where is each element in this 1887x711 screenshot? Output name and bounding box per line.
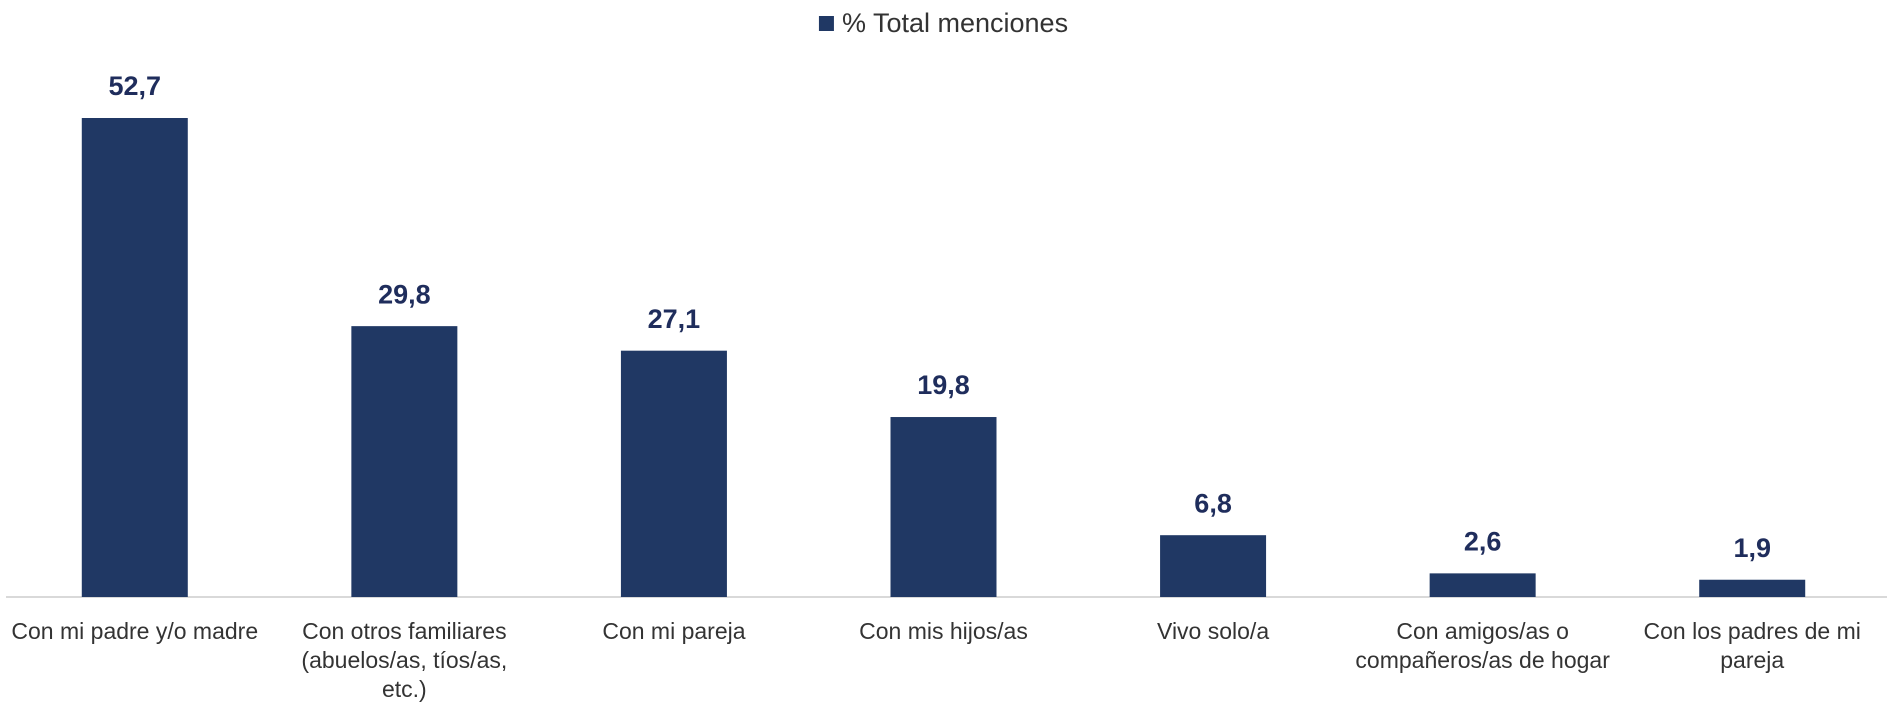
legend-swatch [818, 16, 834, 31]
x-tick-label: Con amigos/as o compañeros/as de hogar [1355, 618, 1610, 673]
x-tick-label: Vivo solo/a [1157, 618, 1269, 644]
bar [1699, 579, 1806, 597]
data-label: 1,9 [1733, 533, 1771, 563]
data-label: 19,8 [917, 370, 970, 400]
bar [351, 326, 458, 597]
x-tick-label: Con mi pareja [602, 618, 745, 644]
bar [1160, 535, 1267, 597]
data-label: 2,6 [1464, 526, 1502, 556]
x-tick-label: Con los padres de mi pareja [1644, 618, 1861, 673]
x-tick-label: Con mi padre y/o madre [11, 618, 258, 644]
data-label: 29,8 [378, 279, 431, 309]
data-label: 6,8 [1194, 488, 1232, 518]
x-tick-label: Con otros familiares (abuelos/as, tíos/as… [301, 618, 507, 702]
bar [1429, 573, 1536, 597]
bar [890, 417, 997, 597]
legend-label: % Total menciones [842, 8, 1068, 38]
data-label: 52,7 [109, 71, 162, 101]
x-tick-label: Con mis hijos/as [859, 618, 1028, 644]
data-label: 27,1 [648, 304, 701, 334]
bar [620, 350, 727, 597]
bar [81, 118, 188, 597]
